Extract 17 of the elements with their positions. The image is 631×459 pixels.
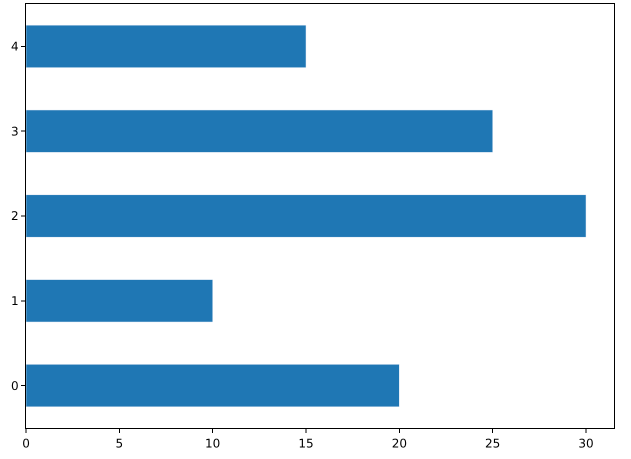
bar	[26, 279, 213, 322]
x-tick-label: 15	[298, 436, 314, 450]
y-tick-label: 3	[10, 124, 19, 138]
bar	[26, 364, 400, 408]
x-tick-label: 30	[578, 436, 594, 450]
bar	[26, 24, 306, 68]
x-tick-label: 25	[485, 436, 500, 450]
y-tick-label: 0	[10, 378, 19, 393]
x-tick-label: 20	[392, 436, 407, 450]
y-tick-label: 1	[10, 294, 19, 308]
x-tick-label: 0	[22, 436, 30, 450]
bar	[26, 110, 493, 153]
y-tick-label: 4	[10, 40, 19, 54]
bar	[26, 194, 586, 238]
x-tick-label: 5	[116, 436, 124, 450]
y-tick-label: 2	[10, 209, 19, 224]
x-tick-label: 10	[205, 436, 220, 450]
